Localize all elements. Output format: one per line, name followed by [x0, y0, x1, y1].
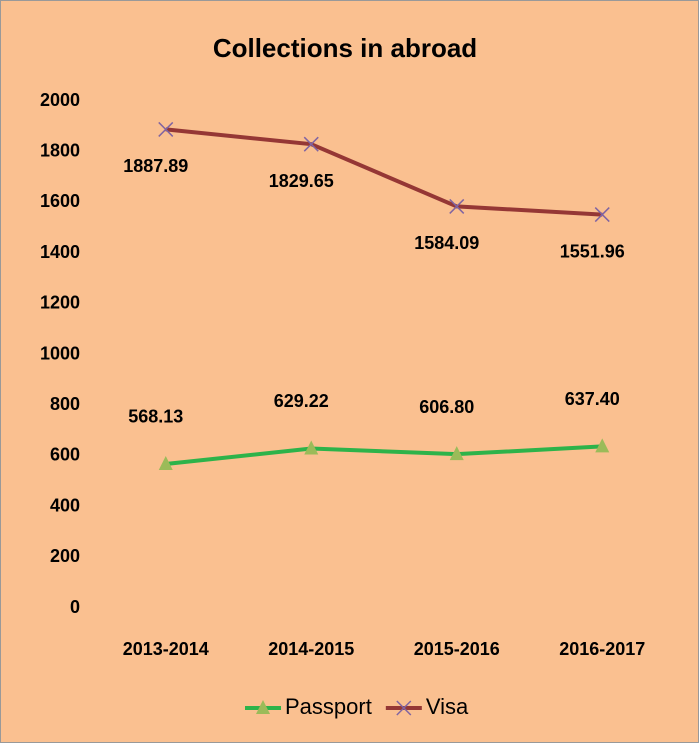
marker — [158, 121, 174, 137]
legend-label: Passport — [285, 694, 372, 719]
data-label: 1887.89 — [123, 156, 188, 176]
x-tick-label: 2014-2015 — [268, 639, 354, 659]
y-tick-label: 1200 — [40, 293, 80, 313]
data-label: 1829.65 — [269, 171, 334, 191]
marker — [594, 207, 610, 223]
data-label: 629.22 — [274, 391, 329, 411]
series-line — [165, 127, 603, 217]
data-label: 637.40 — [565, 389, 620, 409]
y-tick-label: 400 — [50, 495, 80, 515]
x-tick-label: 2016-2017 — [559, 639, 645, 659]
legend-marker — [396, 700, 412, 716]
marker — [595, 438, 610, 453]
x-tick-label: 2015-2016 — [414, 639, 500, 659]
marker — [158, 455, 173, 470]
legend-marker — [256, 700, 270, 714]
marker — [449, 446, 464, 461]
chart-title: Collections in abroad — [213, 33, 477, 63]
data-label: 1551.96 — [560, 241, 625, 261]
y-tick-label: 1800 — [40, 140, 80, 160]
marker — [303, 136, 319, 152]
y-tick-label: 0 — [70, 597, 80, 617]
x-tick-label: 2013-2014 — [123, 639, 209, 659]
marker — [449, 198, 465, 214]
y-tick-label: 1000 — [40, 343, 80, 363]
data-label: 606.80 — [419, 397, 474, 417]
y-tick-label: 200 — [50, 546, 80, 566]
data-label: 568.13 — [128, 407, 183, 427]
y-tick-label: 800 — [50, 394, 80, 414]
legend-label: Visa — [426, 694, 469, 719]
y-tick-label: 2000 — [40, 90, 80, 110]
series-line — [165, 444, 603, 466]
data-label: 1584.09 — [414, 233, 479, 253]
marker — [304, 440, 319, 455]
y-tick-label: 600 — [50, 445, 80, 465]
y-tick-label: 1600 — [40, 191, 80, 211]
y-tick-label: 1400 — [40, 242, 80, 262]
